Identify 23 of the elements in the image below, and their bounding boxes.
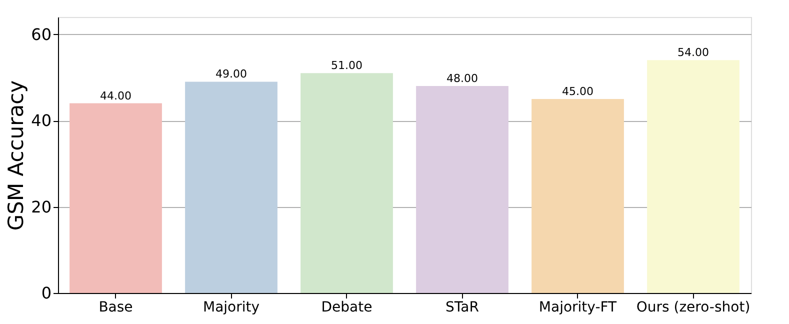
bar [532, 98, 624, 293]
data-label: 54.00 [678, 46, 709, 60]
x-tick-label: Base [98, 300, 133, 316]
x-tick-label: Debate [321, 300, 372, 316]
y-axis-title: GSM Accuracy [4, 80, 28, 231]
x-tick-label: Majority [202, 300, 260, 316]
data-label: 51.00 [331, 59, 362, 72]
data-label: 44.00 [100, 89, 132, 102]
y-tick-label: 40 [31, 111, 52, 130]
x-tick-label: STaR [446, 300, 480, 316]
bar [185, 82, 278, 293]
x-tick-label: Majority-FT [538, 300, 618, 316]
y-tick-label: 60 [31, 24, 52, 44]
bar [70, 103, 162, 293]
y-tick-label: 0 [41, 284, 52, 302]
data-label: 45.00 [562, 84, 594, 98]
y-tick-label: 20 [31, 197, 52, 216]
bar [647, 60, 740, 293]
x-tick-label: Ours (zero-shot) [636, 300, 750, 316]
bar [416, 86, 508, 293]
bar [300, 73, 393, 293]
data-label: 49.00 [216, 68, 247, 81]
data-label: 48.00 [446, 72, 478, 85]
